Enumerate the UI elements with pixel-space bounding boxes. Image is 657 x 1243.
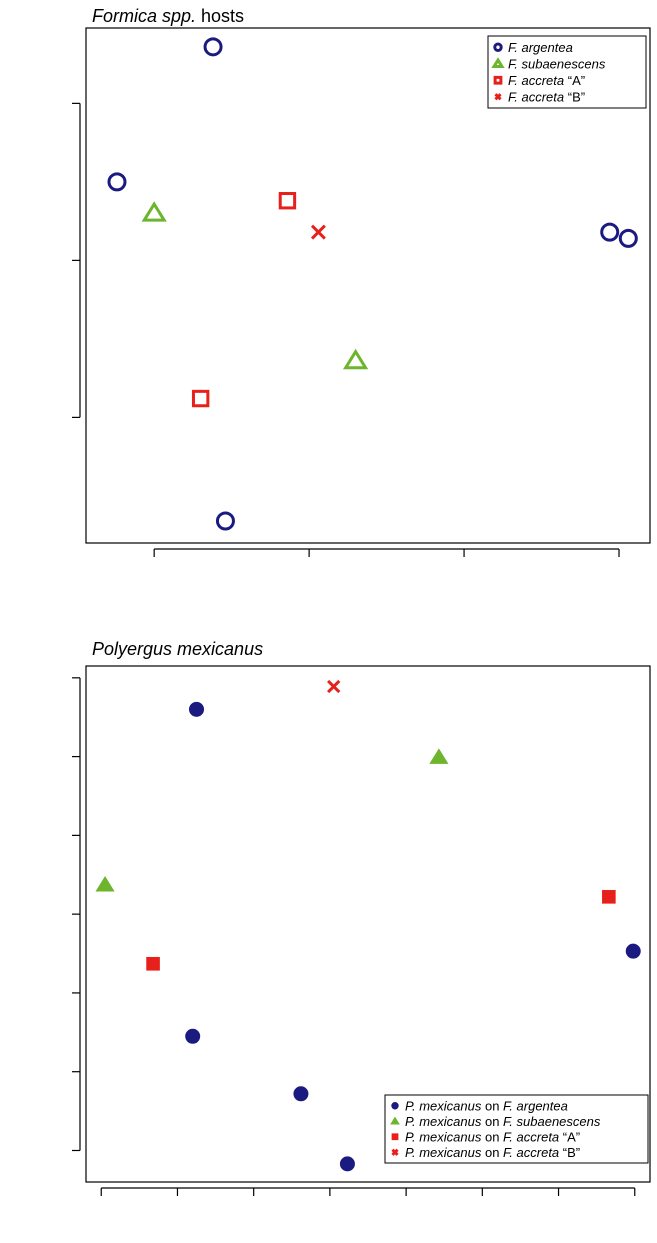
legend-marker-accretaB-stroke [494,93,502,101]
panel-title-part: Formica spp. [92,6,196,26]
legend-entry-accretaB: F. accreta “B” [508,89,585,104]
legend-entry-accretaA-part: F. accreta [508,73,564,88]
panel-title-part: Polyergus mexicanus [92,639,263,659]
data-points [95,679,641,1172]
plot-frame [85,665,651,1183]
legend-entry-accretaB-part: “B” [559,1145,580,1160]
data-point-p7 [293,1086,309,1102]
legend-marker-accretaA [391,1133,399,1141]
series-accretaA [146,890,616,971]
series-subaenescens [141,201,369,370]
legend-entry-accretaA: F. accreta “A” [508,73,585,88]
data-point-p2 [203,37,223,57]
data-point-p2 [189,701,205,717]
legend-entry-subaenescens: F. subaenescens [508,56,606,71]
legend-entry-accretaA-part: on [481,1129,503,1144]
panel-title-part: hosts [196,6,244,26]
legend-marker-argentea [391,1102,399,1110]
legend-entry-argentea: F. argentea [508,40,573,55]
y-axis [72,677,81,1152]
legend-entry-accretaB-part: “B” [564,89,585,104]
data-point-p3 [278,192,297,210]
data-point-p1 [185,1028,201,1044]
data-point-p9-stroke [327,679,341,694]
data-points [107,37,638,531]
legend-entry-subaenescens-part: P. mexicanus [405,1114,482,1129]
x-axis [100,1187,636,1196]
data-point-p8 [339,1156,355,1172]
legend-entry-accretaA-part: P. mexicanus [405,1129,482,1144]
legend-marker-subaenescens [491,57,505,69]
legend-entry-subaenescens: P. mexicanus on F. subaenescens [405,1114,601,1129]
legend-entry-subaenescens-part: F. subaenescens [503,1114,601,1129]
legend-box [487,35,647,109]
data-point-p5 [191,389,210,408]
legend-entry-accretaB-part: F. accreta [503,1145,559,1160]
legend-box [384,1094,649,1164]
legend-entry-accretaA-part: “A” [564,73,585,88]
data-point-p6 [342,348,369,370]
legend-entry-subaenescens-part: on [481,1114,503,1129]
series-subaenescens [95,748,449,892]
legend-entry-argentea: P. mexicanus on F. argentea [405,1098,568,1113]
legend-entry-accretaB-part: F. accreta [508,89,564,104]
data-point-p8 [107,172,127,192]
legend-entry-accretaA-part: “A” [559,1129,580,1144]
data-point-p6 [95,876,115,892]
data-point-p9-stroke [310,224,326,240]
x-axis [153,548,620,557]
data-point-p5 [602,890,616,904]
data-point-p3 [146,956,160,971]
series-accretaB [310,224,326,240]
data-point-p4 [625,943,641,959]
series-argentea [107,37,638,531]
legend-marker-accretaB [391,1148,399,1156]
legend-entry-argentea-part: on [481,1098,503,1113]
legend-entry-accretaB-part: on [481,1145,503,1160]
data-point-p9 [310,224,326,240]
y-axis [72,102,81,418]
panel-b: Polyergus mexicanus P. mexicanus on F. ar… [72,639,651,1196]
series-accretaB [327,679,341,694]
legend-entry-argentea-part: F. argentea [508,40,573,55]
data-point-p4 [600,222,620,242]
legend-entry-accretaA-part: F. accreta [503,1129,559,1144]
data-point-p7 [215,511,235,531]
plot-frame [85,27,651,544]
legend-marker-accretaA [493,75,503,85]
legend-entry-argentea-part: P. mexicanus [405,1098,482,1113]
series-accretaA [191,192,297,408]
legend-marker-accretaB [494,93,502,101]
panel-title: Formica spp. hosts [92,6,244,26]
legend-marker-argentea [493,42,503,52]
data-point-p9 [327,679,341,694]
legend-entry-accretaA: P. mexicanus on F. accreta “A” [405,1129,580,1144]
legend-marker-subaenescens [390,1116,400,1125]
legend-entry-argentea-part: F. argentea [503,1098,568,1113]
legend-entry-subaenescens-part: F. subaenescens [508,56,606,71]
data-point-p10 [141,201,167,222]
data-point-p10 [429,748,449,764]
legend-entry-accretaB: P. mexicanus on F. accreta “B” [405,1145,580,1160]
legend-entry-accretaB-part: P. mexicanus [405,1145,482,1160]
panel-title: Polyergus mexicanus [92,639,263,659]
legend-marker-accretaB-stroke [391,1148,399,1156]
series-argentea [185,701,641,1172]
data-point-p1 [618,228,638,248]
